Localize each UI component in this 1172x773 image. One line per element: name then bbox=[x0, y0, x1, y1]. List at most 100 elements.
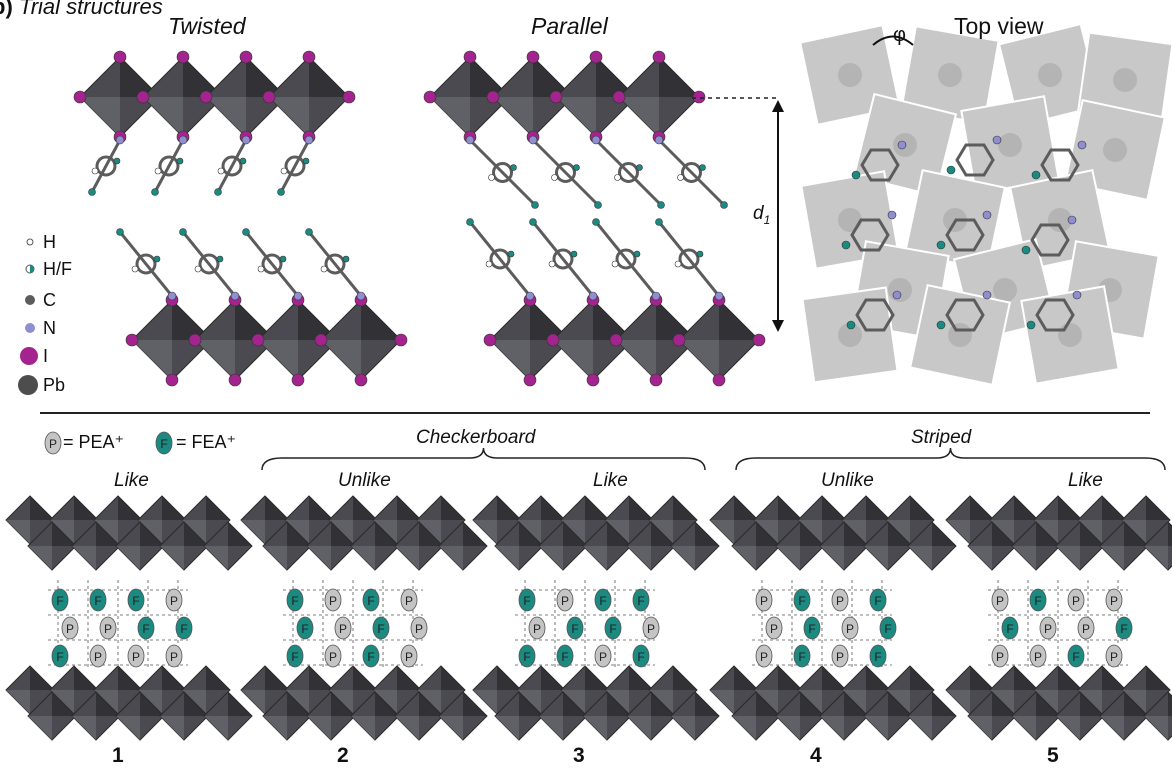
iodine-atom bbox=[649, 373, 663, 387]
pea-cation-glyph: P bbox=[836, 650, 844, 664]
octahedron bbox=[538, 521, 588, 571]
hydrogen-atom bbox=[674, 260, 682, 268]
hf-atom bbox=[305, 228, 313, 236]
hydrogen-atom bbox=[320, 265, 328, 273]
h-icon bbox=[26, 238, 34, 246]
nitrogen-atom bbox=[1077, 140, 1087, 150]
pea-cation: P bbox=[755, 644, 773, 668]
pea-cation-glyph: P bbox=[132, 650, 140, 664]
organic-cation bbox=[151, 135, 188, 196]
lead-center bbox=[838, 63, 862, 87]
pea-cation: P bbox=[755, 588, 773, 612]
lead-center bbox=[838, 208, 862, 232]
fea-cation: F bbox=[1001, 616, 1019, 640]
n-icon bbox=[25, 323, 35, 333]
top-view-cation bbox=[846, 290, 902, 332]
pea-cation-glyph: P bbox=[329, 594, 337, 608]
config-1-number: 1 bbox=[112, 744, 124, 767]
pea-cation-glyph: P bbox=[760, 650, 768, 664]
pea-cation: P bbox=[165, 644, 183, 668]
fea-cation-glyph: F bbox=[301, 622, 308, 636]
pea-cation: P bbox=[831, 644, 849, 668]
fea-cation: F bbox=[1067, 644, 1085, 668]
fea-cation: F bbox=[127, 588, 145, 612]
config-3-number: 3 bbox=[573, 744, 585, 767]
lead-center bbox=[888, 278, 912, 302]
pea-cation-glyph: P bbox=[329, 650, 337, 664]
fea-cation: F bbox=[632, 644, 650, 668]
top-view-cation bbox=[1026, 290, 1082, 332]
hf-atom bbox=[507, 250, 515, 258]
pea-cation: P bbox=[400, 644, 418, 668]
nitrogen-atom bbox=[528, 135, 538, 145]
fea-cation: F bbox=[51, 644, 69, 668]
lead-center bbox=[948, 323, 972, 347]
octahedron bbox=[320, 299, 402, 381]
fea-cation: F bbox=[286, 644, 304, 668]
nitrogen-atom bbox=[714, 291, 724, 301]
fea-cation-glyph: F bbox=[1120, 622, 1127, 636]
pb-icon bbox=[18, 375, 38, 395]
pea-cation: P bbox=[324, 644, 342, 668]
octahedron bbox=[819, 521, 869, 571]
iodine-atom bbox=[523, 373, 537, 387]
hf-atom bbox=[1026, 320, 1036, 330]
lead-center bbox=[993, 278, 1017, 302]
fea-cation-glyph: F bbox=[637, 594, 644, 608]
organic-cation bbox=[242, 228, 303, 301]
hf-atom bbox=[216, 255, 224, 263]
organic-cation bbox=[214, 135, 251, 196]
d1-arrow-head-top bbox=[772, 100, 784, 112]
panel-header: b) Trial structures bbox=[0, 0, 163, 20]
nitrogen-atom bbox=[588, 291, 598, 301]
fea-cation-glyph: F bbox=[142, 622, 149, 636]
iodine-atom bbox=[549, 90, 563, 104]
iodine-atom bbox=[73, 90, 87, 104]
octahedron bbox=[775, 691, 825, 741]
fea-cation: F bbox=[1029, 588, 1047, 612]
fea-cation-glyph: F bbox=[523, 650, 530, 664]
config-5-mode: Like bbox=[1068, 470, 1103, 491]
pea-cation-glyph: P bbox=[1110, 650, 1118, 664]
pea-cation: P bbox=[334, 616, 352, 640]
pea-cation: P bbox=[831, 588, 849, 612]
pea-cation-glyph: P bbox=[415, 622, 423, 636]
pea-cation: P bbox=[1039, 616, 1057, 640]
pea-cation: P bbox=[1029, 644, 1047, 668]
octahedron bbox=[582, 521, 632, 571]
octahedron bbox=[262, 691, 312, 741]
pea-cation-glyph: P bbox=[599, 650, 607, 664]
pea-cation: P bbox=[165, 588, 183, 612]
pea-cation: P bbox=[99, 616, 117, 640]
fea-cation-glyph: F bbox=[884, 622, 891, 636]
hf-atom bbox=[592, 218, 600, 226]
octahedron bbox=[131, 299, 213, 381]
fea-cation: F bbox=[362, 644, 380, 668]
iodine-atom bbox=[302, 50, 316, 64]
octahedron bbox=[775, 521, 825, 571]
octahedron bbox=[907, 521, 957, 571]
config-2-number: 2 bbox=[337, 744, 349, 767]
fea-cation-glyph: F bbox=[609, 622, 616, 636]
fea-cation-glyph: F bbox=[599, 594, 606, 608]
d1-spacing-arrow bbox=[692, 97, 784, 332]
iodine-atom bbox=[752, 333, 766, 347]
hf-atom bbox=[655, 218, 663, 226]
iodine-atom bbox=[546, 333, 560, 347]
iodine-atom bbox=[423, 90, 437, 104]
fea-key-label: = FEA⁺ bbox=[176, 432, 237, 452]
fea-cation-glyph: F bbox=[132, 594, 139, 608]
fea-cation-glyph: F bbox=[180, 622, 187, 636]
pea-cation: P bbox=[1077, 616, 1095, 640]
group-braces bbox=[261, 447, 1166, 471]
fea-cation-glyph: F bbox=[291, 594, 298, 608]
octahedron bbox=[27, 691, 77, 741]
iodine-atom bbox=[486, 90, 500, 104]
iodine-atom bbox=[176, 50, 190, 64]
nitrogen-atom bbox=[982, 210, 992, 220]
organic-cation bbox=[179, 228, 240, 301]
iodine-atom bbox=[589, 50, 603, 64]
octahedron bbox=[262, 521, 312, 571]
octahedron bbox=[142, 56, 224, 138]
hf-atom bbox=[657, 201, 665, 209]
